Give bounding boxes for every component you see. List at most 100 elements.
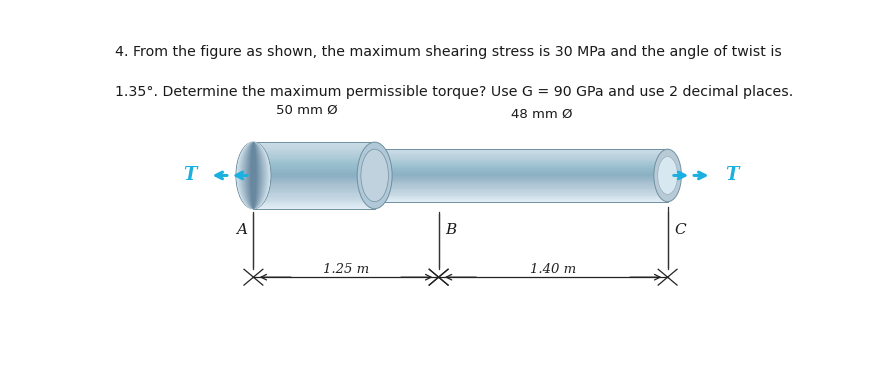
Bar <box>254 161 375 162</box>
Bar <box>254 171 375 172</box>
Ellipse shape <box>249 142 257 208</box>
Ellipse shape <box>247 142 260 208</box>
Bar <box>254 164 375 166</box>
Bar <box>375 176 667 177</box>
Bar <box>254 152 375 153</box>
Bar <box>254 201 375 202</box>
Bar <box>254 203 375 204</box>
Bar <box>375 189 667 190</box>
Ellipse shape <box>237 142 269 209</box>
Ellipse shape <box>236 142 270 209</box>
Ellipse shape <box>243 142 264 208</box>
Bar <box>375 156 667 157</box>
Bar <box>254 150 375 151</box>
Bar <box>254 148 375 149</box>
Bar <box>375 188 667 189</box>
Ellipse shape <box>242 142 264 209</box>
Bar <box>254 200 375 201</box>
Text: 1.35°. Determine the maximum permissible torque? Use G = 90 GPa and use 2 decima: 1.35°. Determine the maximum permissible… <box>116 85 793 99</box>
Bar <box>375 179 667 180</box>
Ellipse shape <box>362 152 388 199</box>
Bar <box>375 162 667 163</box>
Bar <box>375 187 667 188</box>
Ellipse shape <box>357 142 392 209</box>
Bar <box>254 155 375 156</box>
Bar <box>375 185 667 186</box>
Bar <box>254 167 375 168</box>
Ellipse shape <box>249 142 258 208</box>
Ellipse shape <box>236 142 271 209</box>
Text: 48 mm Ø: 48 mm Ø <box>511 108 572 121</box>
Bar <box>254 162 375 163</box>
Bar <box>375 195 667 196</box>
Ellipse shape <box>242 142 265 209</box>
Bar <box>254 193 375 195</box>
Bar <box>375 199 667 200</box>
Ellipse shape <box>241 142 266 209</box>
Ellipse shape <box>361 149 388 202</box>
Bar <box>254 169 375 170</box>
Bar <box>254 178 375 179</box>
Bar <box>254 184 375 185</box>
Bar <box>254 207 375 208</box>
Bar <box>375 164 667 165</box>
Text: T: T <box>182 167 196 185</box>
Bar <box>375 150 667 151</box>
Bar <box>254 206 375 207</box>
Bar <box>375 159 667 160</box>
Ellipse shape <box>238 142 269 209</box>
Bar <box>254 179 375 180</box>
Bar <box>254 189 375 190</box>
Bar <box>375 178 667 179</box>
Bar <box>254 144 375 145</box>
Bar <box>254 174 375 175</box>
Bar <box>254 180 375 181</box>
Ellipse shape <box>242 142 266 209</box>
Bar <box>375 190 667 191</box>
Bar <box>375 149 667 202</box>
Bar <box>375 193 667 194</box>
Bar <box>254 156 375 157</box>
Bar <box>254 143 375 144</box>
Bar <box>375 169 667 170</box>
Bar <box>375 161 667 162</box>
Bar <box>375 170 667 171</box>
Bar <box>375 173 667 174</box>
Bar <box>254 183 375 184</box>
Bar <box>375 192 667 193</box>
Ellipse shape <box>238 142 269 209</box>
Bar <box>254 191 375 192</box>
Bar <box>375 196 667 197</box>
Bar <box>375 182 667 184</box>
Bar <box>254 146 375 148</box>
Ellipse shape <box>245 142 262 208</box>
Bar <box>254 175 375 177</box>
Bar <box>254 158 375 159</box>
Bar <box>375 158 667 159</box>
Text: A: A <box>235 223 247 237</box>
Bar <box>375 175 667 176</box>
Bar <box>254 190 375 191</box>
Text: 1.40 m: 1.40 m <box>530 263 576 276</box>
Bar <box>254 204 375 206</box>
Bar <box>254 142 375 143</box>
Bar <box>375 157 667 158</box>
Bar <box>375 174 667 175</box>
Ellipse shape <box>248 142 259 208</box>
Bar <box>254 177 375 178</box>
Bar <box>254 185 375 186</box>
Bar <box>254 192 375 193</box>
Bar <box>254 188 375 189</box>
Bar <box>375 201 667 202</box>
Bar <box>375 194 667 195</box>
Ellipse shape <box>245 142 262 208</box>
Ellipse shape <box>240 142 268 209</box>
Text: 1.25 m: 1.25 m <box>323 263 369 276</box>
Bar <box>375 171 667 172</box>
Text: T: T <box>725 167 739 185</box>
Bar <box>254 160 375 161</box>
Bar <box>375 160 667 161</box>
Bar <box>375 186 667 187</box>
Bar <box>375 167 667 168</box>
Bar <box>254 208 375 209</box>
